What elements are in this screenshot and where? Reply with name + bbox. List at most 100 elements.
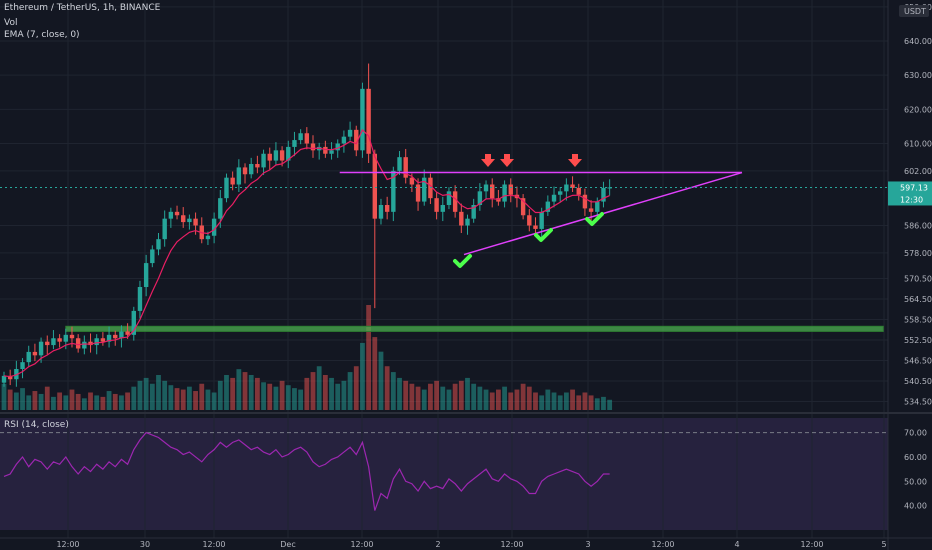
rsi-legend[interactable]: RSI (14, close) <box>4 420 69 430</box>
rsi-tick-label: 50.00 <box>904 477 927 486</box>
time-tick-label: 3 <box>585 540 590 549</box>
price-tick-label: 534.50 <box>904 397 932 406</box>
volume-bar <box>366 305 372 410</box>
volume-bar <box>75 393 81 410</box>
candle-body <box>446 191 452 205</box>
volume-bar <box>601 396 606 410</box>
candle-body <box>150 249 155 264</box>
candle <box>508 178 513 203</box>
rsi-line <box>3 431 610 511</box>
candle <box>292 131 297 157</box>
candle-body <box>452 191 458 212</box>
volume-bar <box>452 383 458 410</box>
candle-body <box>230 177 235 185</box>
volume-bar <box>304 377 310 410</box>
ema-legend[interactable]: EMA (7, close, 0) <box>4 30 80 40</box>
candle <box>304 127 310 150</box>
candle <box>286 140 291 169</box>
candle-body <box>69 334 75 339</box>
volume-bar <box>360 342 365 410</box>
candle-body <box>533 225 538 229</box>
candle-body <box>360 88 365 151</box>
candle-body <box>588 208 594 212</box>
candle <box>545 195 551 216</box>
candle-body <box>286 146 291 161</box>
volume-bar <box>174 388 180 410</box>
volume-bar <box>248 375 254 410</box>
candle <box>45 335 50 355</box>
candle <box>267 147 272 170</box>
volume-bar <box>217 380 223 410</box>
candle-body <box>384 205 390 212</box>
volume-bar <box>526 386 532 410</box>
candle <box>211 212 217 244</box>
candle-body <box>218 198 223 219</box>
candle-body <box>131 310 136 335</box>
volume-bar <box>38 393 44 410</box>
volume-bar <box>261 382 266 410</box>
symbol-legend[interactable]: Ethereum / TetherUS, 1h, BINANCE <box>4 3 161 13</box>
volume-bar <box>483 389 489 410</box>
candle-body <box>304 133 310 144</box>
candle-body <box>125 331 130 335</box>
candle-body <box>261 153 266 168</box>
volume-bar <box>211 392 217 410</box>
volume-bar <box>557 395 563 410</box>
volume-bar <box>279 380 285 410</box>
candle-body <box>409 177 415 185</box>
candle-body <box>434 198 439 212</box>
volume-bar <box>341 380 347 410</box>
time-tick-label: 12:00 <box>800 540 823 549</box>
volume-bar <box>489 392 495 410</box>
volume-bar <box>520 383 526 410</box>
candle-body <box>539 211 544 229</box>
candle <box>7 369 13 386</box>
volume-bar <box>285 385 291 410</box>
candle-body <box>347 129 353 137</box>
candle-body <box>551 194 557 202</box>
candle <box>502 180 507 208</box>
candle-body <box>279 150 285 161</box>
volume-bar <box>390 372 396 410</box>
arrow-down-icon <box>568 154 582 167</box>
candle-body <box>211 218 217 236</box>
candle-body <box>354 129 359 151</box>
candle-body <box>193 218 198 226</box>
candle-body <box>113 334 118 339</box>
candle-body <box>601 187 606 202</box>
candle-body <box>366 88 371 154</box>
candle-body <box>465 218 470 226</box>
candle-body <box>391 170 396 212</box>
volume-bar <box>403 380 409 410</box>
last-price-tag <box>888 181 932 206</box>
volume-legend[interactable]: Vol <box>4 18 18 28</box>
candle <box>347 121 353 141</box>
volume-bar <box>51 396 56 410</box>
candle-body <box>267 153 272 161</box>
candle <box>341 130 347 153</box>
volume-bar <box>458 380 464 410</box>
candle <box>372 149 377 309</box>
volume-bar <box>347 372 353 410</box>
price-tick-label: 540.50 <box>904 377 932 386</box>
candle-body <box>292 140 297 147</box>
candle <box>446 187 452 210</box>
time-axis: 12:00 30 12:00 Dec 12:00 2 12:00 3 12:00 4 12:00 5 <box>56 540 886 549</box>
candle-body <box>440 205 445 212</box>
time-tick-label: 12:00 <box>202 540 225 549</box>
candle <box>137 280 143 319</box>
candle <box>181 207 186 228</box>
candle <box>57 334 62 348</box>
volume-bar <box>570 389 575 410</box>
candle-body <box>508 184 513 195</box>
price-tick-label: 610.00 <box>904 140 932 149</box>
volume-bar <box>496 389 501 410</box>
candle-body <box>236 167 242 185</box>
candle-body <box>32 351 38 356</box>
volume-bar <box>298 389 304 410</box>
candle <box>26 345 31 367</box>
volume-bar <box>205 389 211 410</box>
volume-bar <box>372 337 378 410</box>
